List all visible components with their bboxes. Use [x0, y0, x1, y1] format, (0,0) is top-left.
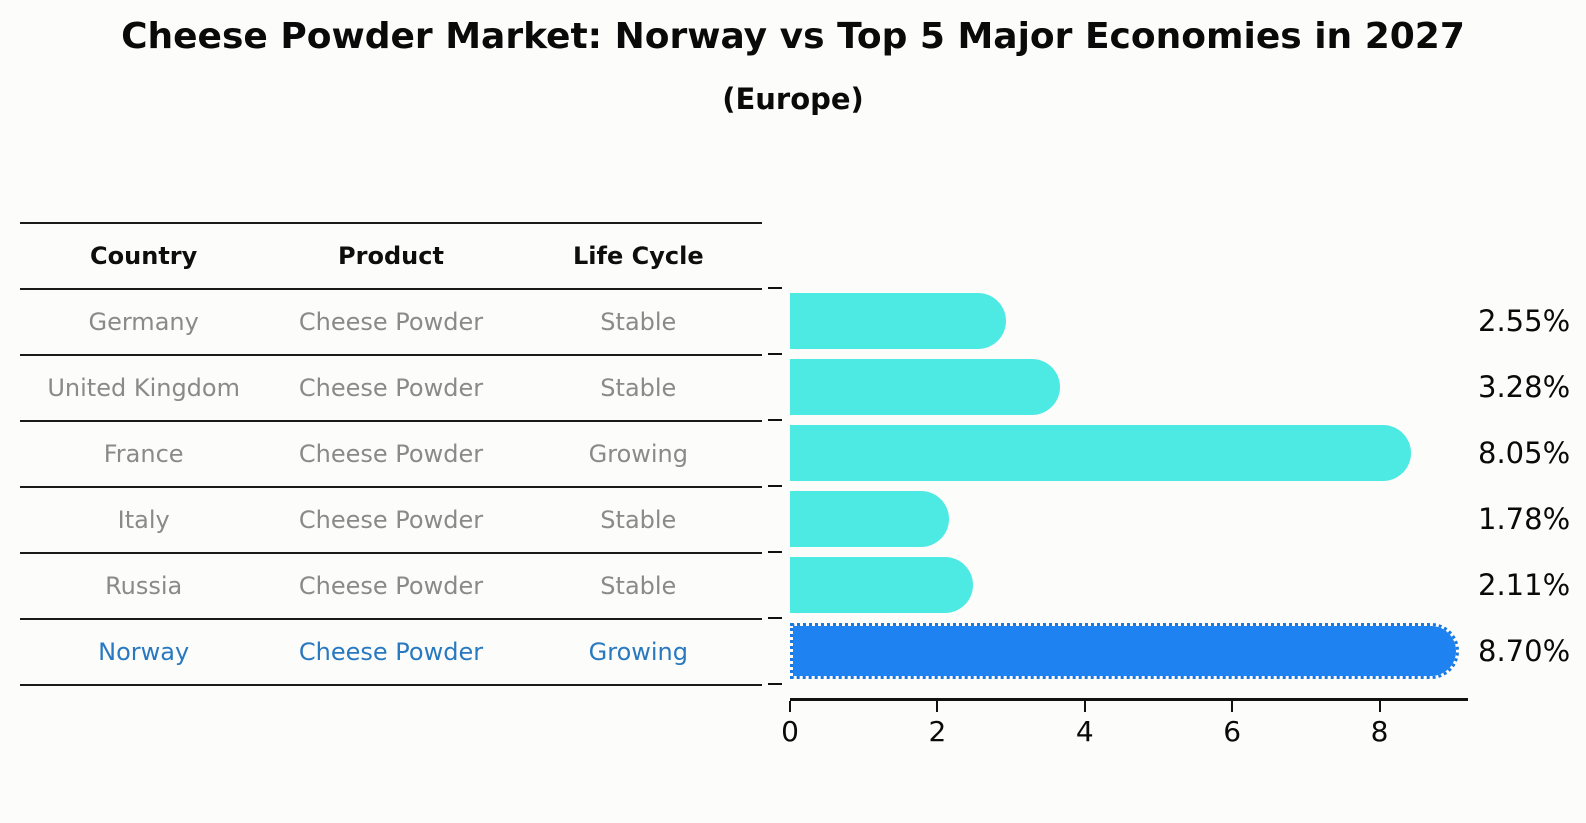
- bar: [790, 293, 1006, 349]
- chart-title: Cheese Powder Market: Norway vs Top 5 Ma…: [121, 16, 1465, 57]
- y-axis-tick: [768, 485, 782, 487]
- table-row: Italy Cheese Powder Stable: [20, 488, 762, 554]
- cell-product: Cheese Powder: [298, 572, 484, 600]
- cell-country: United Kingdom: [47, 374, 240, 402]
- y-axis-tick: [768, 683, 782, 685]
- x-axis-tick: [789, 701, 791, 712]
- y-axis-tick: [768, 419, 782, 421]
- x-axis-tick-label: 6: [1223, 715, 1242, 748]
- table-row-highlighted: Norway Cheese Powder Growing: [20, 620, 762, 686]
- bar-value-label: 2.11%: [1478, 568, 1571, 602]
- cell-country: Russia: [105, 572, 183, 600]
- cell-country: Germany: [88, 308, 199, 336]
- cell-product: Cheese Powder: [298, 374, 484, 402]
- y-axis-tick: [768, 551, 782, 553]
- bar: [790, 359, 1060, 415]
- table-header-row: Country Product Life Cycle: [20, 224, 762, 290]
- bar: [790, 491, 950, 547]
- x-axis-tick-label: 0: [781, 715, 799, 748]
- y-axis-tick: [768, 287, 782, 289]
- column-header-country: Country: [90, 242, 198, 270]
- y-axis-tick: [768, 353, 782, 355]
- y-axis-tick: [768, 617, 782, 619]
- cell-country: France: [103, 440, 184, 468]
- cell-life-cycle: Stable: [600, 374, 677, 402]
- bar-value-label: 1.78%: [1478, 502, 1571, 536]
- table-row: United Kingdom Cheese Powder Stable: [20, 356, 762, 422]
- cell-product: Cheese Powder: [298, 308, 484, 336]
- cell-life-cycle: Stable: [600, 506, 677, 534]
- bar-value-label: 8.05%: [1478, 436, 1571, 470]
- x-axis-tick-label: 2: [928, 715, 947, 748]
- x-axis-tick-label: 8: [1370, 715, 1389, 748]
- table-body: Germany Cheese Powder Stable United Kingdom…: [20, 290, 762, 686]
- bar-norway-highlighted: [790, 623, 1460, 679]
- cell-product: Cheese Powder: [298, 506, 484, 534]
- column-header-product: Product: [338, 242, 444, 270]
- x-axis-tick-label: 4: [1075, 715, 1094, 748]
- x-axis-tick: [1231, 701, 1234, 712]
- bar: [790, 425, 1412, 481]
- column-header-life-cycle: Life Cycle: [573, 242, 704, 270]
- cell-life-cycle: Stable: [600, 308, 677, 336]
- chart-subtitle: (Europe): [722, 82, 864, 116]
- bar-value-label: 3.28%: [1478, 370, 1571, 404]
- x-axis-tick: [936, 701, 939, 712]
- bar: [790, 557, 974, 613]
- cell-life-cycle: Growing: [588, 440, 688, 468]
- x-axis-tick: [1378, 701, 1381, 712]
- bar-value-label: 2.55%: [1478, 304, 1571, 338]
- table-row: Russia Cheese Powder Stable: [20, 554, 762, 620]
- cell-product: Cheese Powder: [298, 638, 484, 666]
- comparison-table: Country Product Life Cycle Germany Cheese…: [20, 222, 762, 686]
- cell-country: Italy: [117, 506, 170, 534]
- x-axis: 0 2 4 6 8: [781, 701, 1468, 761]
- cell-product: Cheese Powder: [298, 440, 484, 468]
- bar-plot-area: [768, 287, 1468, 701]
- cell-country: Norway: [98, 638, 190, 666]
- cell-life-cycle: Stable: [600, 572, 677, 600]
- bar-value-label: 8.70%: [1478, 634, 1571, 668]
- x-axis-tick: [1083, 701, 1086, 712]
- table-row: Germany Cheese Powder Stable: [20, 290, 762, 356]
- table-row: France Cheese Powder Growing: [20, 422, 762, 488]
- cell-life-cycle: Growing: [588, 638, 688, 666]
